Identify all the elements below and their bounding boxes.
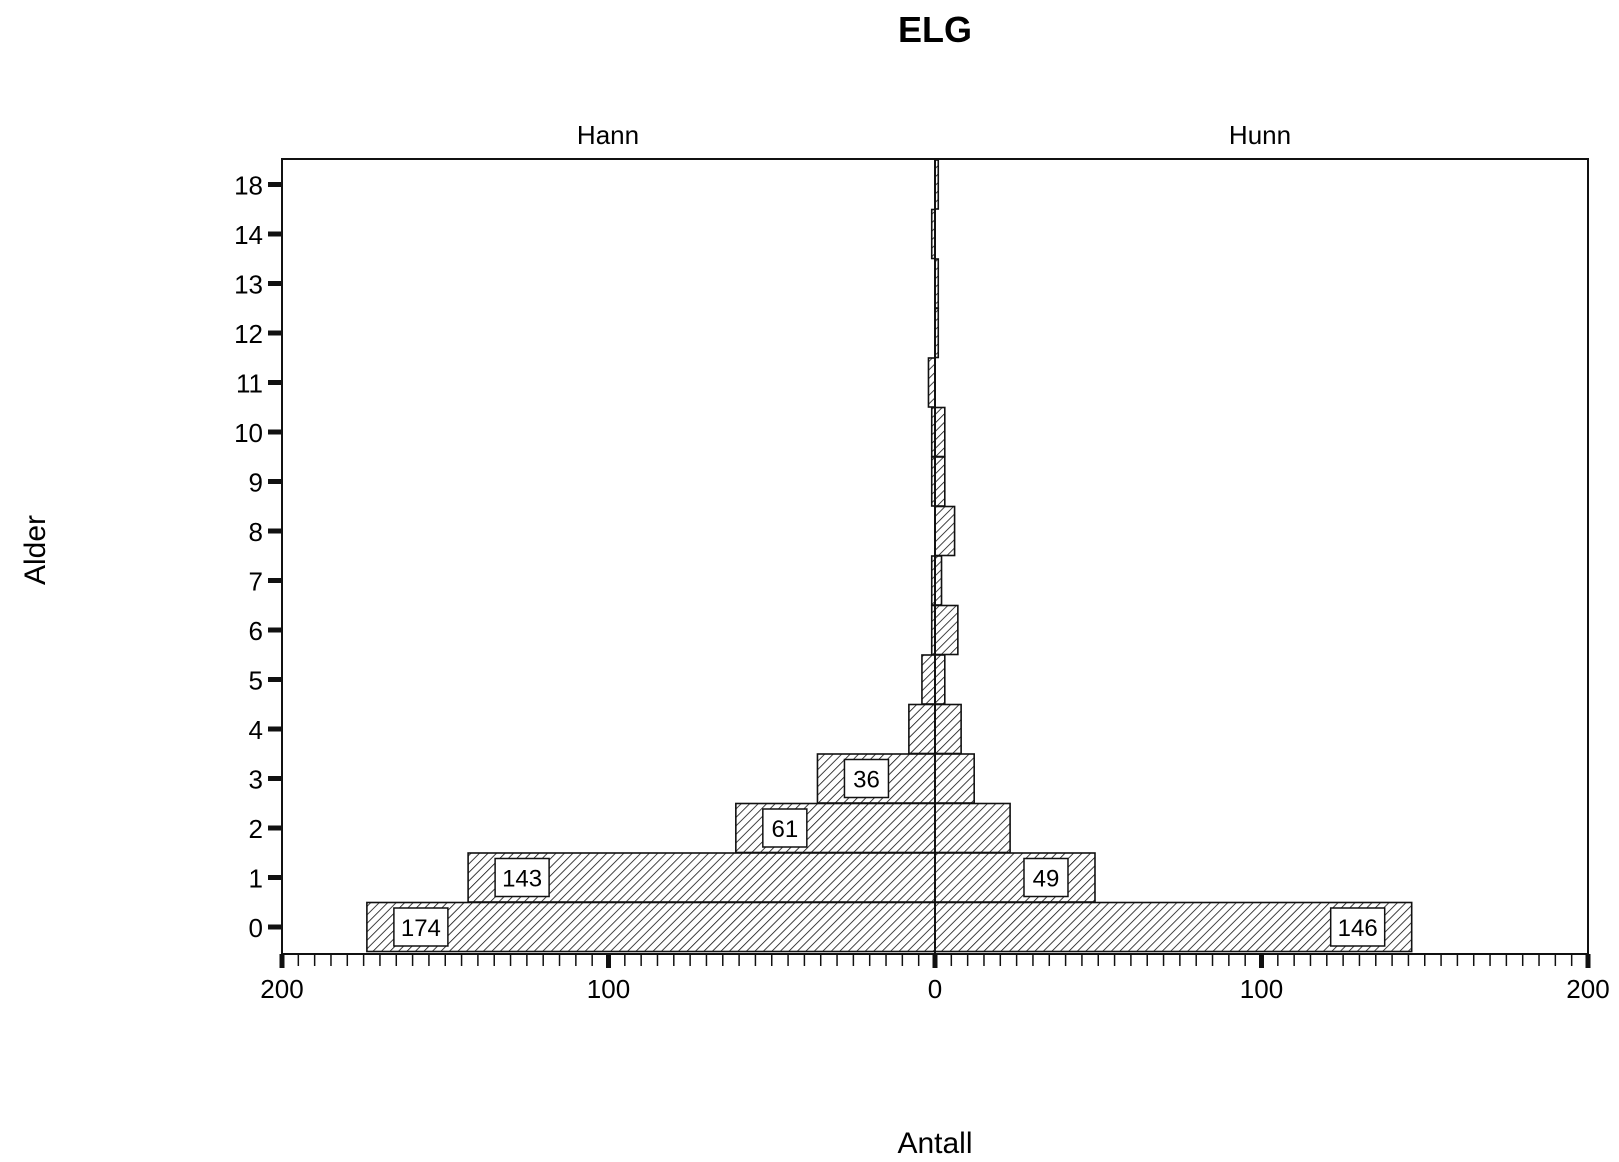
y-tick-label: 14 — [234, 220, 263, 250]
bar-hunn-age-8 — [934, 505, 956, 557]
bar-hunn-age-10 — [934, 406, 946, 458]
svg-text:36: 36 — [853, 767, 880, 794]
y-tick-label: 5 — [249, 666, 263, 696]
left-panel-label: Hann — [577, 120, 639, 150]
y-tick-label: 2 — [249, 814, 263, 844]
y-tick-label: 7 — [249, 567, 263, 597]
bar-hunn-age-1 — [934, 852, 1096, 903]
y-tick-label: 6 — [249, 616, 263, 646]
y-tick-label: 4 — [249, 715, 263, 745]
y-tick-label: 9 — [249, 468, 263, 498]
x-tick-label: 0 — [928, 974, 942, 1004]
data-label-hann-age-2: 61 — [762, 808, 808, 848]
data-label-hunn-age-1: 49 — [1023, 857, 1069, 898]
bar-hann-age-4 — [908, 703, 936, 755]
y-tick-label: 12 — [234, 319, 263, 349]
data-label-hann-age-0: 174 — [393, 907, 449, 947]
x-axis: 200 100 0 100 200 — [260, 953, 1610, 1004]
x-tick-label: 200 — [260, 974, 303, 1004]
svg-text:174: 174 — [401, 915, 441, 942]
bar-hunn-age-4 — [934, 703, 962, 755]
bar-hunn-age-3 — [934, 753, 975, 804]
y-tick-label: 3 — [249, 765, 263, 795]
bar-hann-age-5 — [921, 654, 936, 705]
bar-hunn-age-9 — [934, 456, 946, 507]
svg-text:61: 61 — [771, 816, 798, 843]
data-label-hann-age-1: 143 — [494, 857, 550, 898]
bar-hunn-age-6 — [934, 604, 959, 656]
y-axis-label: Alder — [19, 515, 52, 585]
x-axis-label: Antall — [897, 1127, 972, 1160]
chart-title: ELG — [898, 9, 972, 50]
svg-text:143: 143 — [502, 866, 542, 893]
svg-text:146: 146 — [1338, 915, 1378, 942]
bar-hann-age-0 — [366, 901, 936, 953]
y-tick-label: 8 — [249, 517, 263, 547]
y-tick-label: 10 — [234, 418, 263, 448]
right-panel-label: Hunn — [1229, 120, 1291, 150]
data-label-hunn-age-0: 146 — [1329, 907, 1386, 947]
y-tick-label: 13 — [234, 270, 263, 300]
data-label-hann-age-3: 36 — [843, 758, 890, 799]
x-tick-label: 100 — [587, 974, 630, 1004]
bars-layer — [366, 159, 1413, 953]
x-tick-label: 100 — [1240, 974, 1283, 1004]
svg-text:49: 49 — [1033, 866, 1060, 893]
bar-hunn-age-5 — [934, 654, 946, 705]
y-tick-label: 11 — [236, 369, 263, 399]
x-tick-label: 200 — [1566, 974, 1609, 1004]
y-tick-label: 0 — [249, 913, 263, 943]
y-tick-label: 18 — [234, 171, 263, 201]
bar-hunn-age-2 — [934, 802, 1011, 854]
data-labels-layer: 174 146 143 49 61 36 — [393, 758, 1386, 947]
y-tick-label: 1 — [249, 864, 263, 894]
